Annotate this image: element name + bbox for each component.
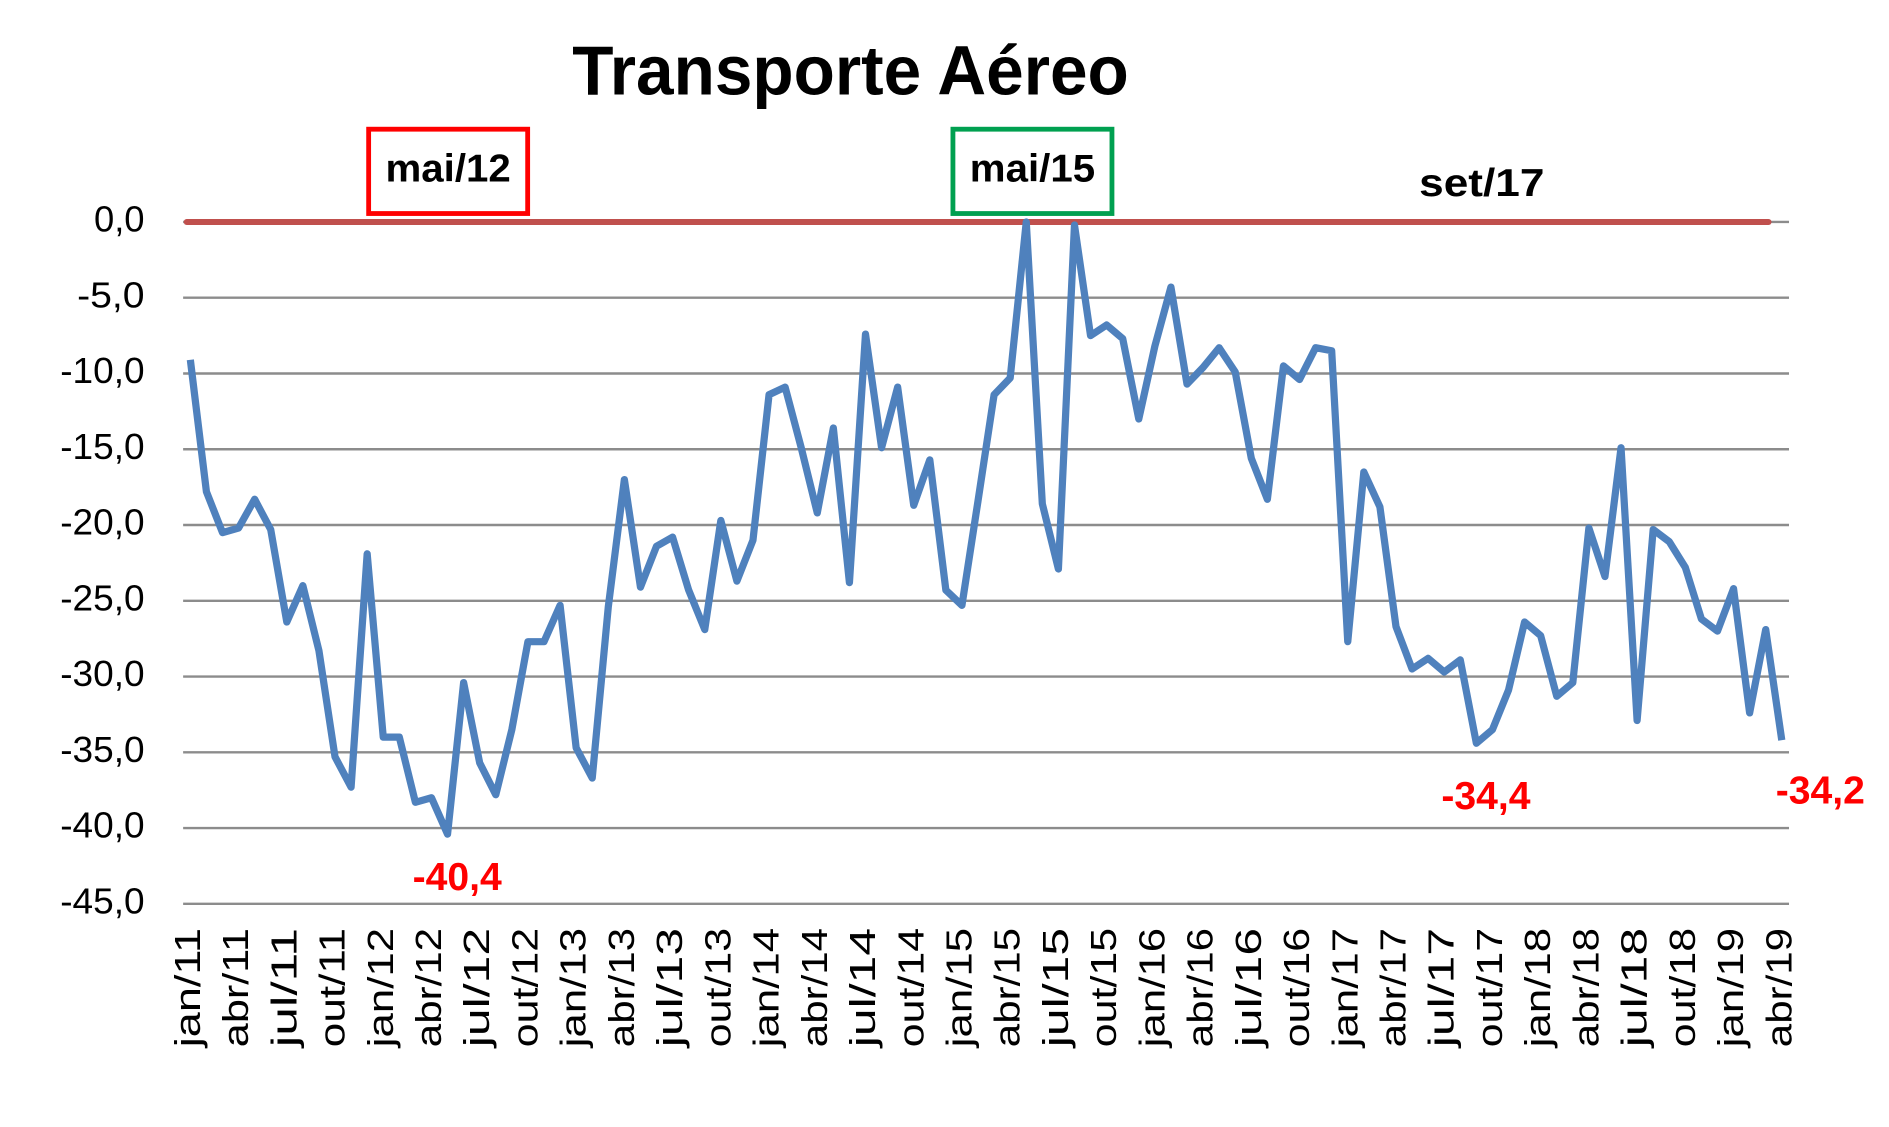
x-tick-label: jul/12 <box>456 928 497 1049</box>
annotation-box <box>366 126 531 216</box>
data-label: -40,4 <box>413 856 503 899</box>
data-label: -34,2 <box>1776 769 1865 812</box>
annotation: mai/12 <box>386 148 511 191</box>
x-tick-label: abr/11 <box>215 928 256 1047</box>
x-tick-label: out/15 <box>1083 928 1124 1047</box>
x-tick-label: abr/19 <box>1758 928 1799 1047</box>
x-tick-label: jul/18 <box>1614 928 1655 1049</box>
x-tick-label: jul/14 <box>842 928 883 1049</box>
annotation: set/17 <box>1419 162 1544 205</box>
x-tick-label: out/16 <box>1276 928 1317 1047</box>
x-tick-label: jul/17 <box>1421 928 1462 1049</box>
y-tick-label: -35,0 <box>60 729 144 770</box>
y-tick-label: -25,0 <box>60 577 144 618</box>
x-tick-label: jan/11 <box>167 928 208 1049</box>
x-tick-label: abr/17 <box>1373 928 1414 1047</box>
x-tick-label: jul/13 <box>649 928 690 1049</box>
x-tick-label: jul/15 <box>1035 928 1076 1049</box>
x-tick-label: out/18 <box>1662 928 1703 1047</box>
x-tick-label: jul/16 <box>1228 928 1269 1049</box>
x-tick-label: abr/18 <box>1565 928 1606 1047</box>
x-tick-label: abr/12 <box>408 928 449 1047</box>
x-tick-label: abr/14 <box>794 928 835 1047</box>
chart-title: Transporte Aéreo <box>572 32 1129 110</box>
annotation: mai/15 <box>970 148 1095 191</box>
y-tick-label: -45,0 <box>60 880 144 921</box>
x-tick-label: abr/15 <box>987 928 1028 1047</box>
annotation-box <box>950 126 1115 216</box>
y-tick-label: -30,0 <box>60 653 144 694</box>
x-tick-label: out/17 <box>1469 928 1510 1047</box>
y-tick-label: -40,0 <box>60 805 144 846</box>
x-tick-label: out/14 <box>890 928 931 1047</box>
y-tick-label: -10,0 <box>60 350 144 391</box>
data-label: -34,4 <box>1441 775 1531 818</box>
x-tick-label: jan/15 <box>938 928 979 1048</box>
x-tick-label: abr/16 <box>1180 928 1221 1047</box>
x-tick-label: out/13 <box>697 928 738 1047</box>
x-tick-label: jul/11 <box>263 928 304 1049</box>
x-tick-label: jan/19 <box>1710 928 1751 1048</box>
x-tick-label: abr/13 <box>601 928 642 1047</box>
x-tick-label: jan/16 <box>1131 928 1172 1048</box>
x-tick-label: jan/17 <box>1324 928 1365 1048</box>
x-tick-label: out/11 <box>312 928 353 1047</box>
x-tick-label: jan/18 <box>1517 928 1558 1048</box>
data-line <box>186 218 1786 838</box>
y-tick-label: -5,0 <box>77 274 144 315</box>
y-tick-label: -20,0 <box>60 502 144 543</box>
y-tick-label: -15,0 <box>60 426 144 467</box>
x-tick-label: jan/13 <box>553 928 594 1048</box>
y-tick-label: 0,0 <box>94 199 145 240</box>
x-tick-label: jan/14 <box>746 928 787 1048</box>
x-tick-label: jan/12 <box>360 928 401 1048</box>
x-tick-label: out/12 <box>504 928 545 1047</box>
